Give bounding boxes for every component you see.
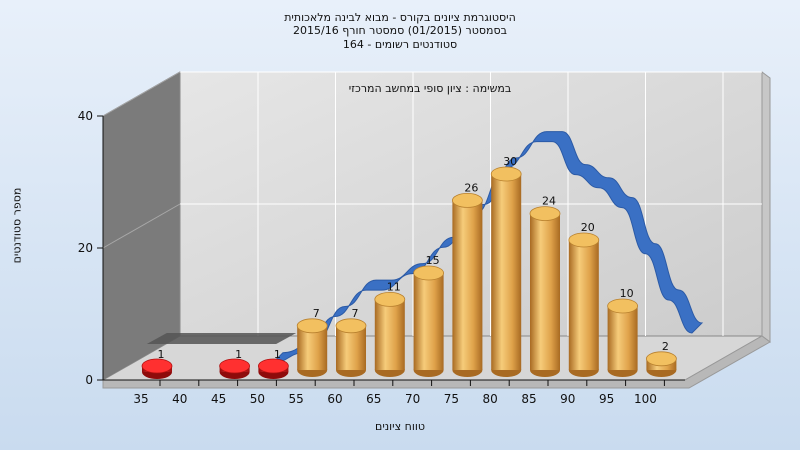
chart-title-line-1: היסטוגרמת ציונים בקורס - מבוא לבינה מלאכ… [284,11,516,24]
bar-body [607,306,638,370]
y-axis-label-box: מספר סטודנטים [2,150,32,300]
bar-body [452,200,483,370]
bar-60 [335,318,367,377]
bar-low-50 [257,358,289,379]
bar-55 [296,318,328,377]
bar-80 [490,166,522,377]
x-tick-label: 65 [366,392,381,406]
bar-value-label: 1 [235,348,242,361]
grid-line-side [102,71,181,117]
bar-value-label: 7 [313,307,320,320]
bar-top [374,291,406,307]
bar-value-label: 7 [352,307,359,320]
x-axis-label: טווח ציונים [375,420,425,433]
bar-body [491,174,522,370]
bar-75 [451,192,483,377]
bar-low-top [257,358,289,374]
bar-70 [413,265,445,377]
bar-top [413,265,445,281]
bar-body [530,213,560,370]
y-axis-label: מספר סטודנטים [10,187,24,263]
bar-body [374,299,405,370]
bar-low-top [141,358,173,374]
x-tick-label: 95 [599,392,614,406]
bar-65 [374,291,406,377]
y-tick-label: 40 [78,109,93,123]
x-tick-label: 100 [634,392,657,406]
x-tick-label: 80 [483,392,498,406]
bar-body [568,240,599,370]
bar-value-label: 20 [581,221,595,234]
bar-100 [646,351,677,377]
bar-body [413,273,444,370]
bar-value-label: 11 [387,280,401,293]
chart-title-line-2: בסמסטר (01/2015) סמסטר חורף 2015/16 [293,24,507,37]
chart-title-line-3: סטודנטים רשומים - 164 [342,38,458,51]
bar-95 [607,298,638,377]
back-wall-edge [761,71,771,343]
bar-top [451,192,483,208]
bar-value-label: 24 [542,195,556,208]
x-tick-label: 55 [289,392,304,406]
bar-top [568,232,600,248]
bar-value-label: 30 [503,155,517,168]
x-tick-label: 60 [327,392,342,406]
x-tick-label: 90 [560,392,575,406]
axes-layer: 0 20 40 35 40 45 50 55 60 65 70 75 80 85 90 95 100 [78,109,685,406]
y-tick-label: 0 [85,373,93,387]
bar-90 [568,232,600,377]
x-tick-label: 45 [211,392,226,406]
bar-value-label: 1 [158,348,165,361]
x-tick-label: 85 [521,392,536,406]
x-tick-label: 40 [172,392,187,406]
chart-subtitle: במשימה : ציון סופי במחשב המרכזי [349,82,512,95]
grid-line-side [102,203,181,249]
y-tick-label: 20 [78,241,93,255]
ghost-bar [146,333,297,344]
x-tick-label: 50 [250,392,265,406]
bar-low-top [219,358,251,374]
bar-value-label: 10 [620,287,634,300]
x-tick-label: 75 [444,392,459,406]
bar-top [490,166,522,182]
bar-value-label: 1 [274,348,281,361]
bar-85 [529,206,561,377]
bar-low-35 [141,358,173,379]
bar-value-label: 2 [662,340,669,353]
x-tick-label: 70 [405,392,420,406]
x-tick-label: 35 [133,392,148,406]
bar-top [646,351,677,367]
bar-low-45 [219,358,251,379]
bar-value-label: 26 [464,181,478,194]
bar-top [296,318,328,334]
bar-top [335,318,367,334]
bar-value-label: 15 [426,254,440,267]
bar-top [607,298,638,314]
bar-top [529,206,561,222]
